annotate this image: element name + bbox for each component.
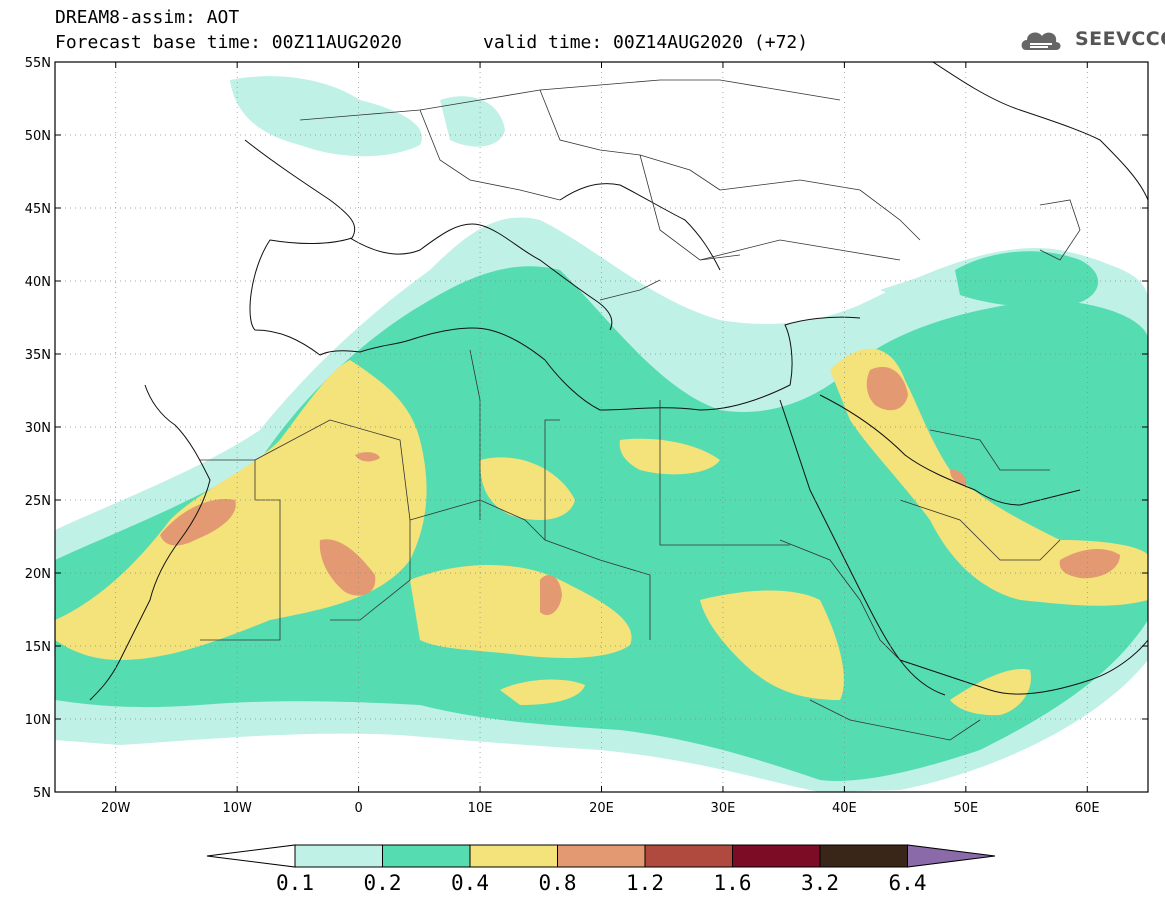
lat-tick-label: 10N [25, 713, 51, 728]
graticule [55, 62, 1148, 792]
legend-swatch [469, 844, 558, 868]
lat-tick-label: 35N [25, 348, 51, 363]
legend-label: 1.2 [626, 871, 664, 895]
lon-tick-label: 10E [468, 801, 493, 816]
legend-swatch [294, 844, 383, 868]
legend-label: 1.6 [714, 871, 752, 895]
cloud-icon [1021, 32, 1061, 50]
country-borders [200, 79, 1081, 741]
logo-text: SEEVCCC [1075, 28, 1165, 50]
lat-axis: 55N 50N 45N 40N 35N 30N 25N 20N 15N 10N 5N [25, 56, 1148, 801]
forecast-base-time: Forecast base time: 00Z11AUG2020 [55, 32, 402, 53]
lon-tick-label: 20E [589, 801, 614, 816]
legend-swatch [382, 844, 471, 868]
legend-label: 3.2 [801, 871, 839, 895]
lon-axis: 20W 10W 0 10E 20E 30E 40E 50E 60E [101, 62, 1100, 816]
aot-band-0-4 [55, 348, 1148, 716]
legend-label: 0.8 [539, 871, 577, 895]
legend-label: 0.4 [451, 871, 489, 895]
legend-arrow-high [907, 844, 996, 868]
coastlines [89, 62, 1148, 701]
lat-tick-label: 55N [25, 56, 51, 71]
legend-label: 0.2 [364, 871, 402, 895]
legend-label: 6.4 [889, 871, 927, 895]
map-title: DREAM8-assim: AOT [55, 7, 240, 28]
lon-tick-label: 20W [101, 801, 131, 816]
valid-time: valid time: 00Z14AUG2020 (+72) [483, 32, 809, 53]
legend-swatch [557, 844, 646, 868]
lon-tick-label: 40E [832, 801, 857, 816]
legend-swatch [644, 844, 733, 868]
aot-band-0-8 [160, 366, 1120, 616]
lon-tick-label: 30E [711, 801, 736, 816]
lat-tick-label: 25N [25, 494, 51, 509]
lon-tick-label: 50E [953, 801, 978, 816]
lat-tick-label: 50N [25, 129, 51, 144]
lat-tick-label: 5N [33, 786, 51, 801]
lat-tick-label: 30N [25, 421, 51, 436]
legend-label: 0.1 [276, 871, 314, 895]
legend-swatch [732, 844, 821, 868]
lat-tick-label: 20N [25, 567, 51, 582]
lat-tick-label: 40N [25, 275, 51, 290]
lat-tick-label: 45N [25, 202, 51, 217]
lat-tick-label: 15N [25, 640, 51, 655]
legend-swatch [819, 844, 908, 868]
lon-tick-label: 10W [222, 801, 252, 816]
lon-tick-label: 0 [354, 801, 362, 816]
legend-arrow-low [206, 844, 296, 868]
lon-tick-label: 60E [1075, 801, 1100, 816]
